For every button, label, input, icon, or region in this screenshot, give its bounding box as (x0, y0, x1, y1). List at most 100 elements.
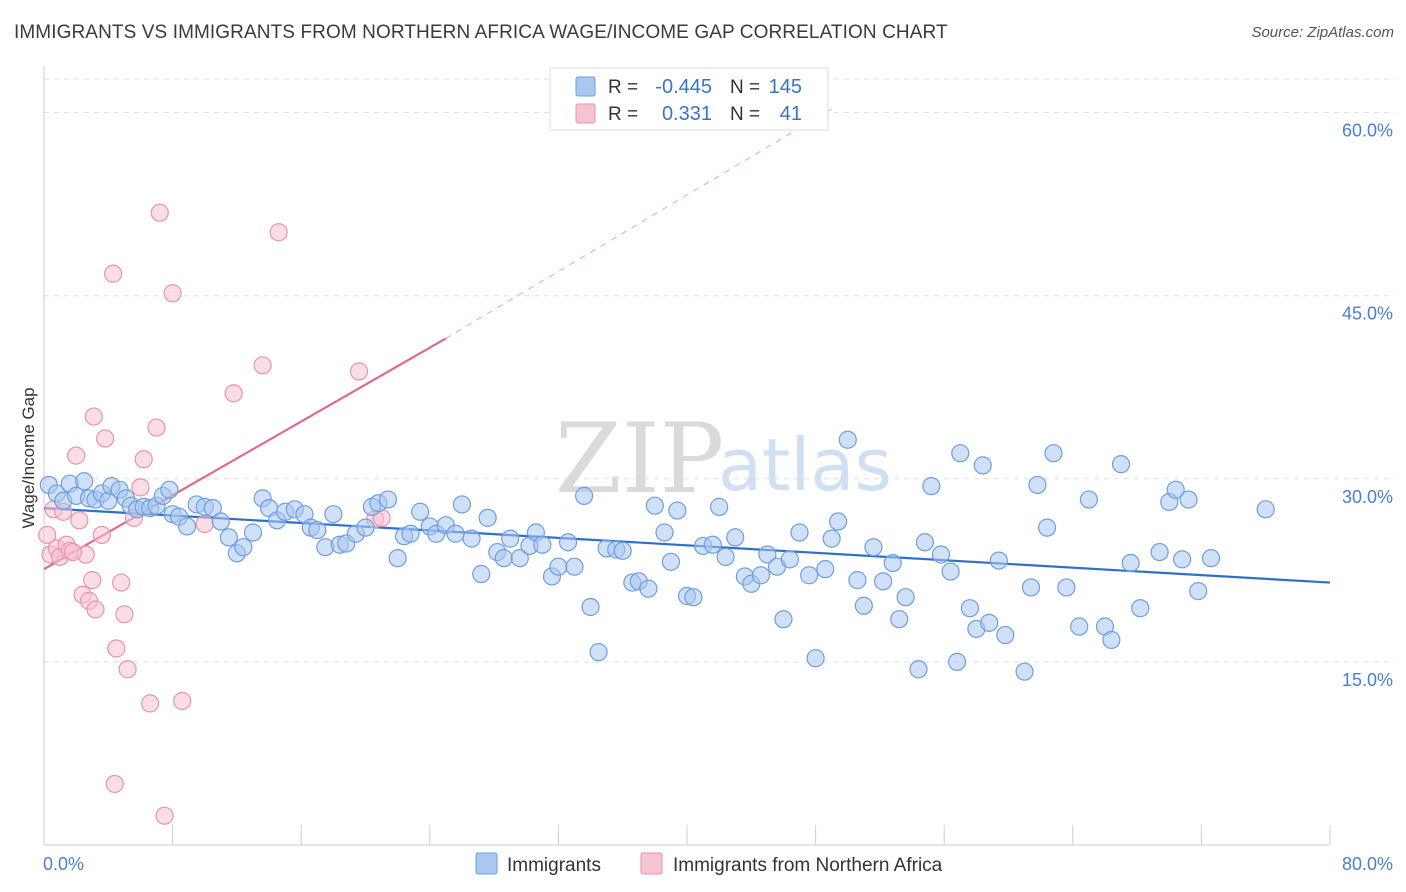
blue-points (39, 430, 1275, 681)
blue-point (800, 566, 819, 585)
pink-point (86, 600, 105, 619)
pink-point (104, 264, 123, 283)
pink-point (155, 806, 174, 825)
y-tick-labels: 15.0% 30.0% 45.0% 60.0% (1342, 121, 1393, 690)
blue-point (1179, 490, 1198, 509)
legend-bottom-swatch-blue (475, 852, 498, 875)
pink-point (63, 542, 83, 562)
pink-point (107, 639, 126, 658)
blue-point (1057, 578, 1076, 597)
blue-trend-segment (43, 507, 1331, 584)
legend-top-box (549, 67, 829, 131)
blue-point (203, 499, 222, 518)
blue-point (960, 599, 980, 618)
legend-swatch-blue (575, 76, 596, 97)
pink-point (92, 525, 111, 545)
legend-r-value-1: -0.445 (655, 76, 712, 98)
blue-point (896, 588, 915, 607)
blue-point (874, 572, 893, 591)
blue-point (75, 472, 94, 491)
pink-point (253, 356, 272, 375)
pink-trend-segment (43, 337, 447, 571)
blue-point (829, 512, 848, 531)
pink-point (173, 691, 192, 711)
pink-point (349, 362, 369, 381)
blue-point (854, 596, 873, 615)
blue-point (589, 643, 608, 662)
blue-point (909, 660, 928, 679)
pink-trend-extension (445, 108, 832, 339)
blue-point (581, 597, 600, 617)
blue-point (951, 444, 970, 463)
blue-point (533, 535, 552, 554)
blue-point (822, 529, 841, 548)
blue-point (980, 613, 999, 632)
blue-point (378, 490, 398, 509)
blue-point (941, 562, 960, 581)
blue-point (1037, 518, 1057, 537)
blue-point (655, 523, 674, 542)
pink-point (83, 571, 102, 590)
pink-point (163, 284, 182, 303)
x-tick-label: 0.0% (43, 854, 84, 874)
blue-point (973, 456, 992, 475)
blue-point (1111, 455, 1131, 474)
blue-point (401, 524, 420, 543)
blue-point (575, 486, 594, 505)
pink-point (131, 478, 150, 497)
pink-trend-line (43, 108, 832, 571)
y-axis-label: Wage/Income Gap (19, 387, 38, 528)
pink-point (70, 511, 89, 530)
blue-point (1189, 582, 1208, 601)
blue-point (219, 528, 238, 547)
blue-point (177, 517, 197, 536)
blue-point (1173, 550, 1192, 569)
legend-n-value-1: 145 (769, 76, 802, 98)
x-tick-labels: 0.0% 80.0% (43, 854, 1393, 874)
blue-point (684, 588, 703, 607)
blue-point (947, 652, 967, 672)
pink-point (269, 223, 288, 242)
legend-r-label-1: R = (608, 77, 638, 98)
pink-point (115, 605, 134, 624)
blue-point (565, 557, 584, 576)
blue-point (160, 480, 179, 499)
pink-point (134, 450, 153, 469)
legend-n-label-1: N = (730, 77, 760, 98)
watermark-atlas: atlas (718, 423, 892, 507)
blue-point (645, 496, 664, 515)
blue-point (1015, 662, 1034, 681)
blue-point (1166, 480, 1185, 499)
blue-point (478, 508, 497, 527)
blue-point (234, 538, 253, 557)
blue-point (726, 528, 745, 547)
y-tick-label: 15.0% (1342, 670, 1393, 690)
y-tick-label: 30.0% (1342, 487, 1393, 507)
legend-bottom: Immigrants Immigrants from Northern Afri… (475, 852, 943, 876)
blue-point (790, 523, 809, 542)
watermark: ZIP atlas (555, 403, 892, 515)
blue-point (1256, 500, 1275, 519)
blue-point (1150, 542, 1169, 562)
blue-point (1121, 553, 1140, 573)
blue-trend-line (43, 507, 1331, 584)
blue-point (446, 524, 465, 543)
pink-point (67, 446, 86, 465)
chart-title: IMMIGRANTS VS IMMIGRANTS FROM NORTHERN A… (14, 22, 948, 43)
pink-point (38, 525, 57, 545)
pink-point (95, 429, 115, 448)
blue-point (243, 523, 263, 542)
legend-bottom-label-northern-africa: Immigrants from Northern Africa (673, 855, 943, 876)
blue-point (1044, 444, 1063, 463)
blue-point (549, 557, 568, 576)
legend-top: R = -0.445 N = 145 R = 0.331 N = 41 (549, 67, 829, 131)
blue-point (501, 529, 520, 548)
legend-swatch-pink (575, 103, 596, 124)
pink-point (140, 694, 160, 713)
blue-point (494, 549, 513, 568)
blue-point (356, 518, 375, 537)
pink-point (150, 203, 169, 222)
blue-point (806, 649, 825, 668)
blue-point (848, 571, 867, 590)
blue-point (774, 610, 793, 629)
